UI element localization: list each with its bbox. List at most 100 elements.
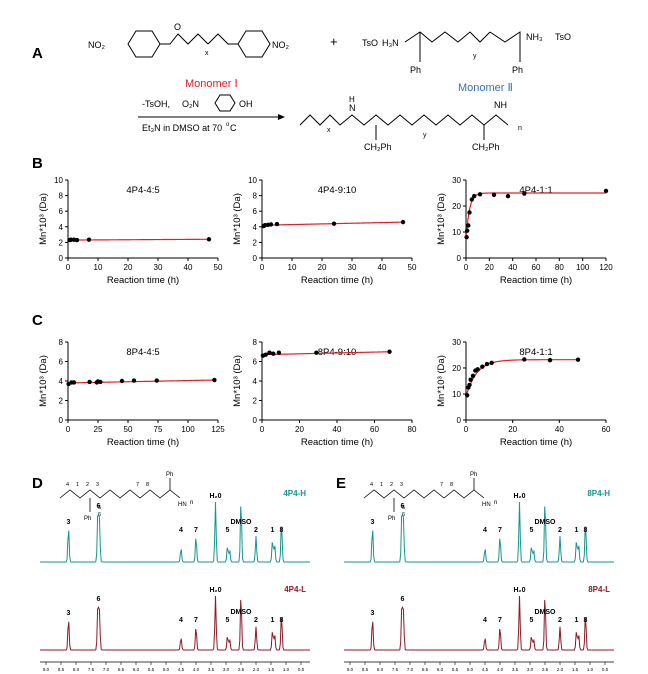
peak-label-top: 3 — [67, 519, 71, 526]
x-tick-label: 20 — [124, 263, 133, 272]
fit-line — [67, 238, 210, 241]
panel-label-c: C — [32, 312, 43, 329]
ppm-tick-label: 4.5 — [482, 667, 489, 672]
y-tick-label: 2 — [253, 397, 258, 406]
data-point — [468, 377, 473, 382]
y-tick-label: 0 — [457, 254, 462, 263]
y-tick-label: 6 — [59, 358, 64, 367]
x-axis-label: Reaction time (h) — [301, 275, 373, 286]
x-tick-label: 0 — [260, 263, 265, 272]
x-tick-label: 30 — [348, 263, 357, 272]
spectrum-trace-top — [344, 501, 614, 563]
data-point — [387, 349, 392, 354]
panel-label-d: D — [32, 475, 43, 492]
x-tick-label: 40 — [184, 263, 193, 272]
dmso-label-bottom: DMSO — [231, 609, 253, 616]
panel-label-a: A — [32, 45, 43, 62]
water-label-top: H₂0 — [513, 493, 525, 500]
data-point — [276, 350, 282, 355]
structure-number: 1 — [380, 482, 383, 488]
structure-number: 4 — [370, 482, 373, 488]
data-point — [547, 358, 553, 363]
product-y: y — [423, 132, 427, 139]
ppm-tick-label: 3.0 — [527, 667, 534, 672]
data-point — [274, 221, 280, 227]
peak-label-top: 7 — [498, 527, 502, 534]
data-point — [489, 360, 494, 365]
structure-number: 3 — [96, 482, 99, 488]
ppm-tick-label: 9.0 — [347, 667, 354, 672]
benzene-ring-2 — [237, 30, 271, 58]
h3n-label: H₃N — [382, 38, 399, 48]
peak-label-bottom: 1 — [575, 617, 579, 624]
ppm-tick-label: 1.5 — [572, 667, 579, 672]
y-tick-label: 0 — [59, 416, 64, 425]
x-tick-label: 0 — [66, 425, 71, 434]
no2-left-label: NO₂ — [88, 40, 106, 50]
x-tick-label: 80 — [408, 425, 417, 434]
product-nh: N — [349, 103, 356, 113]
peak-label-bottom: 3 — [67, 610, 71, 617]
data-point — [98, 379, 103, 385]
x-tick-label: 100 — [181, 425, 195, 434]
data-point — [484, 361, 490, 367]
data-point — [86, 237, 92, 242]
x-tick-label: 10 — [94, 263, 103, 272]
data-point — [471, 193, 477, 199]
x-tick-label: 60 — [370, 425, 379, 434]
peak-label-bottom: 8 — [584, 617, 588, 624]
y-tick-label: 8 — [253, 338, 258, 347]
y-tick-label: 2 — [59, 397, 64, 406]
y-tick-label: 10 — [248, 176, 257, 185]
data-point — [469, 197, 475, 202]
structure-number: 4 — [66, 482, 69, 488]
y-axis-label: Mn*10³ (Da) — [436, 355, 447, 407]
chart-3: 0 20 40 60 80 100 120 0 10 20 30 Reaction time (h) M… — [436, 176, 613, 286]
x-axis-label: Reaction time (h) — [107, 437, 179, 448]
y-tick-label: 20 — [452, 364, 461, 373]
benzene-ring-1 — [127, 30, 161, 58]
chart-2: 0 10 20 30 40 50 0 2 4 6 8 10 Reaction time (h) Mn*10… — [232, 176, 417, 286]
data-point — [71, 380, 77, 385]
ppm-tick-label: 5.5 — [452, 667, 459, 672]
peak-label-top: 4 — [179, 527, 183, 534]
x-tick-label: 20 — [295, 425, 304, 434]
y-tick-label: 0 — [59, 254, 64, 263]
data-point — [477, 192, 483, 197]
data-point — [603, 188, 609, 194]
data-point — [206, 237, 212, 242]
x-tick-label: 120 — [599, 263, 613, 272]
structure-number: 5 — [402, 505, 405, 511]
chart-6: 0 20 40 60 0 10 20 30 Reaction time (h) Mn*10³ (D… — [436, 338, 611, 448]
y-axis-label: Mn*10³ (Da) — [38, 193, 49, 245]
y-axis-label: Mn*10³ (Da) — [232, 193, 243, 245]
reaction-arrow-head — [278, 114, 285, 120]
monomer1-chain — [160, 33, 209, 45]
peak-label-bottom: 5 — [226, 617, 230, 624]
data-point — [87, 379, 92, 385]
ppm-tick-label: 1.5 — [268, 667, 275, 672]
plus-sign: + — [330, 34, 338, 49]
reaction-scheme: NO₂ O x NO₂ Monomer Ⅰ + TsO H₃N Ph y NH₃… — [88, 22, 571, 152]
y-tick-label: 8 — [253, 192, 258, 201]
dmso-label-bottom: DMSO — [535, 609, 557, 616]
y-tick-label: 4 — [253, 377, 258, 386]
x-tick-label: 100 — [576, 263, 590, 272]
sample-label-bottom: 4P4-L — [284, 585, 306, 594]
peak-label-bottom: 6 — [401, 596, 405, 603]
data-point — [464, 235, 469, 240]
ph-left: Ph — [410, 65, 421, 75]
data-point — [475, 367, 480, 372]
y-tick-label: 0 — [457, 416, 462, 425]
y-tick-label: 0 — [253, 416, 258, 425]
data-point — [575, 357, 581, 362]
data-point — [267, 350, 272, 355]
chart-5: 0 20 40 60 80 0 2 4 6 8 Reaction time (h) Mn*10³ (D… — [232, 338, 417, 448]
ppm-tick-label: 5.0 — [467, 667, 474, 672]
ppm-tick-label: 8.5 — [58, 667, 65, 672]
chart-title: 8P4-4:5 — [126, 347, 159, 358]
peak-label-top: 2 — [558, 527, 562, 534]
data-point — [271, 351, 276, 356]
data-point — [74, 237, 80, 243]
structure-number: 2 — [390, 482, 393, 488]
